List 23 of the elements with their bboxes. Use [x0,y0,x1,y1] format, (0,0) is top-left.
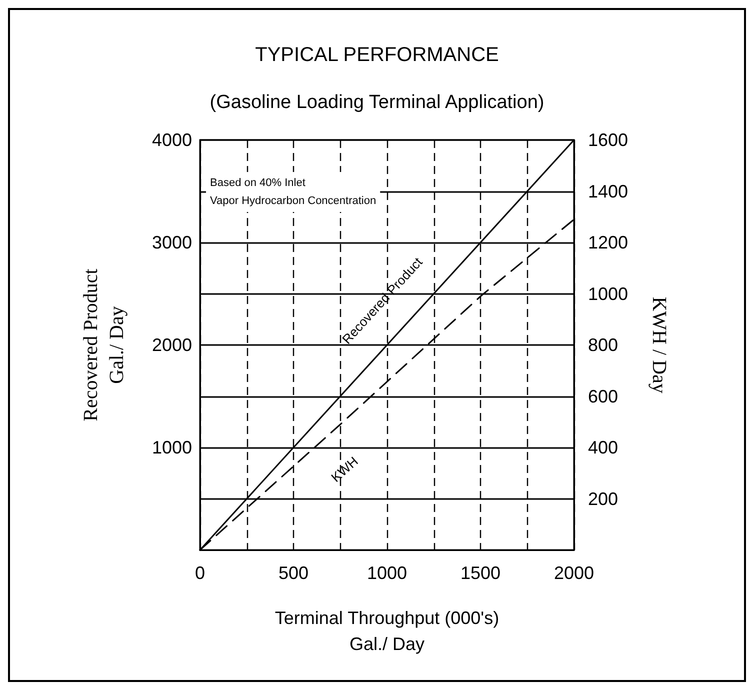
y-axis-title: Recovered Product Gal./ Day [80,268,128,422]
y-tick-label: 3000 [152,232,192,252]
y2-axis-title: KWH / Day [648,296,670,394]
y2-tick-label: 600 [588,386,618,406]
y2-tick-label: 1200 [588,232,628,252]
chart-title: TYPICAL PERFORMANCE [255,44,499,66]
y-tick-label: 1000 [152,438,192,458]
x-tick-label: 1500 [460,563,501,583]
y2-tick-label: 1600 [588,130,628,150]
annotation: Based on 40% Inlet Vapor Hydrocarbon Concentration [210,177,376,207]
y2-tick-label: 400 [588,438,618,458]
y-tick-label: 4000 [152,130,192,150]
y2-tick-label: 1000 [588,284,628,304]
y2-tick-label: 800 [588,335,618,355]
x-tick-label: 500 [278,563,309,583]
x-tick-label: 0 [194,563,206,583]
x-tick-label: 2000 [554,563,594,583]
x-tick-label: 1000 [366,563,408,583]
y2-tick-label: 1400 [588,181,628,202]
y-tick-label: 2000 [152,335,192,355]
chart-subtitle: (Gasoline Loading Terminal Application) [210,92,544,113]
x-axis-title: Terminal Throughput (000's) Gal./ Day [274,608,500,654]
y2-tick-label: 200 [588,488,618,509]
